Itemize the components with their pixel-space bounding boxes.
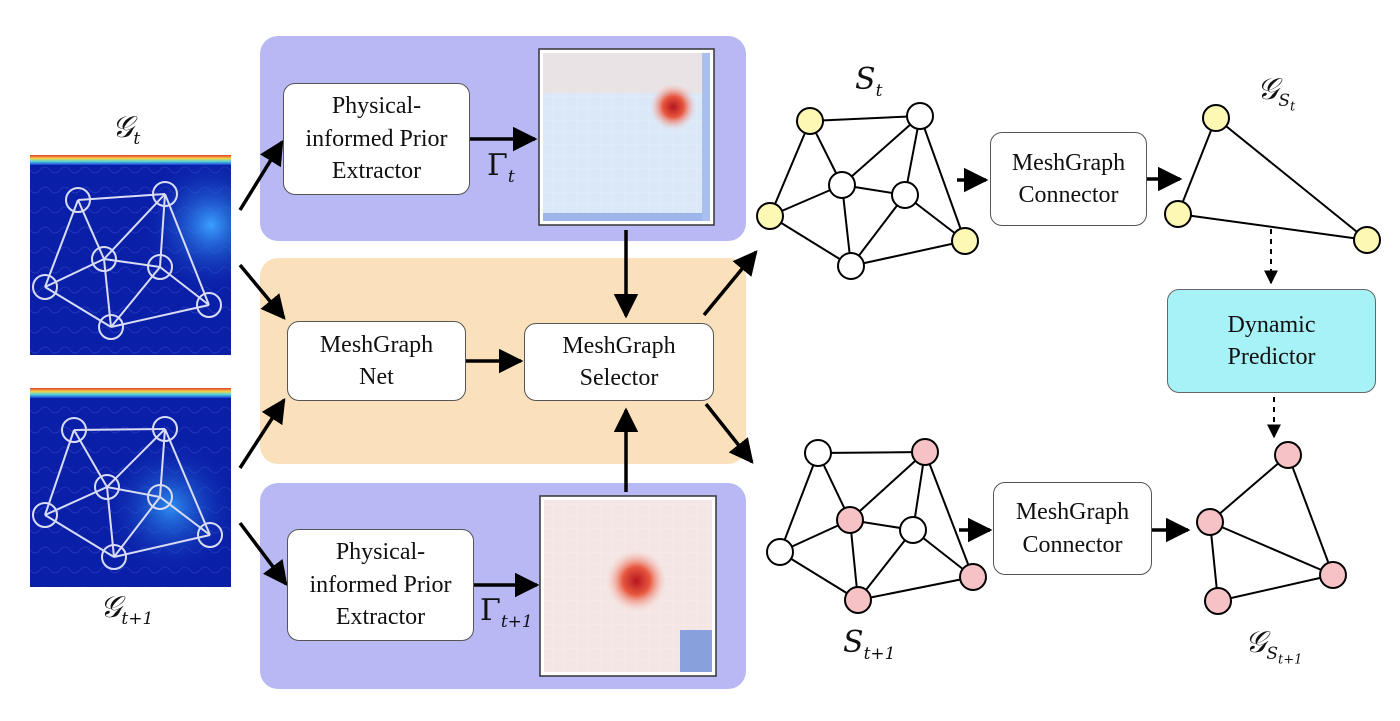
label-g-t: 𝒢t <box>112 110 141 149</box>
heatmap-bottom <box>539 495 717 677</box>
label-gamma-t1: Γt+1 <box>480 593 533 632</box>
label-g-s-t1: 𝒢St+1 <box>1245 625 1303 668</box>
meshgraph-connector-bottom: MeshGraph Connector <box>993 482 1152 575</box>
graph-g-s-t1 <box>1196 441 1347 615</box>
label-s-t: St <box>855 62 883 101</box>
meshgraph-net-box: MeshGraph Net <box>287 321 466 401</box>
heatmap-top <box>538 48 715 226</box>
label-g-s-t: 𝒢St <box>1257 72 1296 115</box>
meshgraph-connector-top: MeshGraph Connector <box>990 132 1147 226</box>
dynamic-predictor-box: Dynamic Predictor <box>1167 289 1376 393</box>
graph-s-t <box>756 102 979 280</box>
prior-extractor-bottom: Physical- informed Prior Extractor <box>287 529 474 641</box>
flow-field-bottom <box>30 388 231 587</box>
graph-s-t1 <box>766 438 987 614</box>
label-s-t1: St+1 <box>843 625 896 664</box>
label-gamma-t: Γt <box>487 148 515 187</box>
dashed-arrows <box>1264 229 1281 439</box>
meshgraph-selector-box: MeshGraph Selector <box>524 323 714 401</box>
prior-extractor-top: Physical- informed Prior Extractor <box>283 83 470 195</box>
graph-g-s-t <box>1164 104 1381 254</box>
flow-field-top <box>30 155 231 355</box>
label-g-t1: 𝒢t+1 <box>100 590 154 629</box>
arrows <box>238 126 1191 598</box>
